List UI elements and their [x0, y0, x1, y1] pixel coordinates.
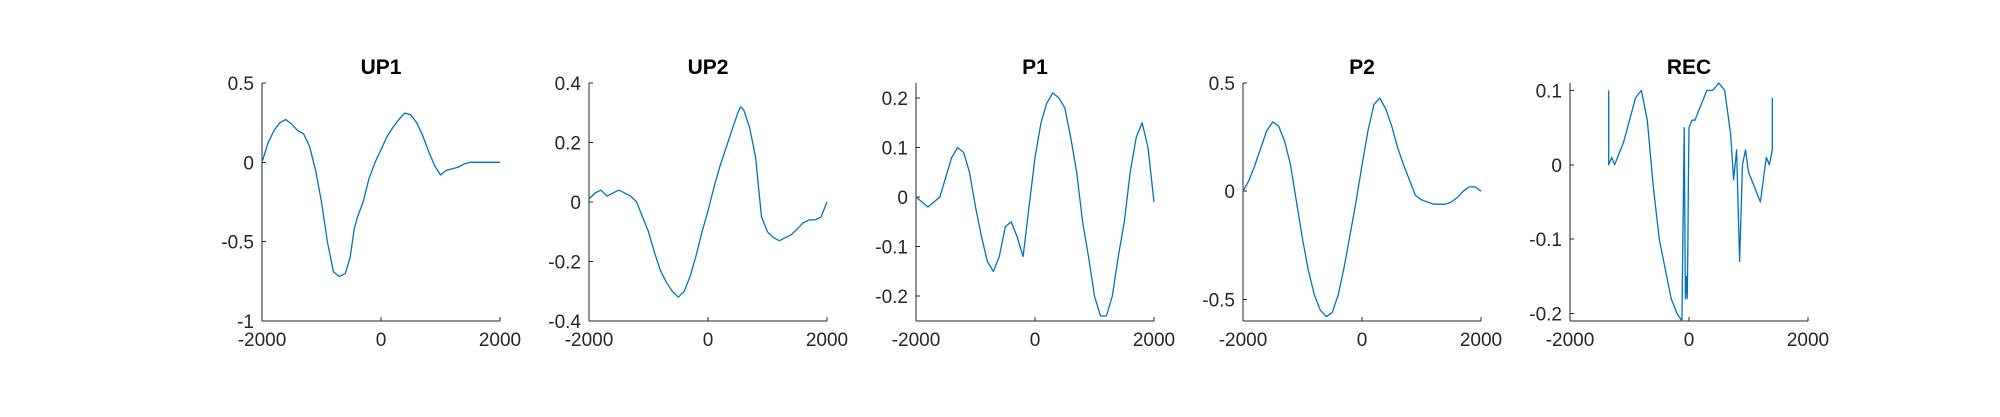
- x-tick-label: 0: [1357, 330, 1368, 351]
- x-tick-label: -2000: [1546, 330, 1595, 351]
- chart-title: P1: [1022, 56, 1048, 79]
- x-tick-label: 2000: [1460, 330, 1502, 351]
- y-tick-label: 0: [570, 193, 581, 214]
- y-tick-label: 0: [897, 188, 908, 209]
- x-tick-label: -2000: [238, 330, 287, 351]
- x-tick-label: 0: [703, 330, 714, 351]
- x-tick-label: 0: [1684, 330, 1695, 351]
- y-tick-label: -0.1: [875, 238, 908, 259]
- y-tick-label: 0.5: [1209, 74, 1235, 95]
- y-tick-label: -0.2: [548, 253, 581, 274]
- y-tick-label: 0.1: [1536, 81, 1562, 102]
- series-line-p2: [1242, 97, 1482, 318]
- x-tick-label: 2000: [1133, 330, 1175, 351]
- x-tick-label: 2000: [1787, 330, 1829, 351]
- y-tick-label: -1: [237, 312, 254, 333]
- y-tick-label: -0.5: [1202, 290, 1235, 311]
- chart-title: UP2: [688, 56, 729, 79]
- x-tick-label: 0: [1030, 330, 1041, 351]
- y-tick-label: -0.1: [1529, 230, 1562, 251]
- chart-title: UP1: [361, 56, 402, 79]
- x-tick-label: -2000: [892, 330, 941, 351]
- y-tick-label: 0: [1551, 156, 1562, 177]
- y-tick-label: 0: [1224, 182, 1235, 203]
- y-tick-label: 0.4: [555, 74, 582, 95]
- x-tick-label: -2000: [1219, 330, 1268, 351]
- chart-panel-p1: P1 -2000 0 2000 -0.2 -0.1 0 0.1 0.2: [875, 56, 1175, 351]
- x-tick-label: 0: [376, 330, 387, 351]
- chart-panel-rec: REC -2000 0 2000 -0.2 -0.1 0 0.1: [1529, 56, 1829, 351]
- chart-panel-up1: UP1 -2000 0 2000 -1 -0.5 0 0.5: [221, 56, 521, 351]
- series-line-p1: [915, 92, 1155, 317]
- y-tick-label: 0.1: [882, 138, 908, 159]
- x-tick-label: 2000: [479, 330, 521, 351]
- series-line-up1: [261, 112, 500, 278]
- y-tick-label: -0.2: [875, 287, 908, 308]
- y-tick-label: 0.2: [555, 134, 581, 155]
- y-tick-label: -0.2: [1529, 305, 1562, 326]
- chart-panel-up2: UP2 -2000 0 2000 -0.4 -0.2 0 0.2 0.4: [548, 56, 848, 351]
- y-tick-label: 0: [243, 153, 254, 174]
- chart-title: REC: [1667, 56, 1711, 79]
- x-tick-label: -2000: [565, 330, 614, 351]
- series-line-rec: [1608, 82, 1773, 322]
- chart-panel-p2: P2 -2000 0 2000 -0.5 0 0.5: [1202, 56, 1502, 351]
- series-line-up2: [588, 106, 828, 298]
- chart-title: P2: [1349, 56, 1375, 79]
- y-tick-label: -0.4: [548, 312, 581, 333]
- y-tick-label: 0.5: [228, 74, 254, 95]
- x-tick-label: 2000: [806, 330, 848, 351]
- y-tick-label: -0.5: [221, 233, 254, 254]
- y-tick-label: 0.2: [882, 89, 908, 110]
